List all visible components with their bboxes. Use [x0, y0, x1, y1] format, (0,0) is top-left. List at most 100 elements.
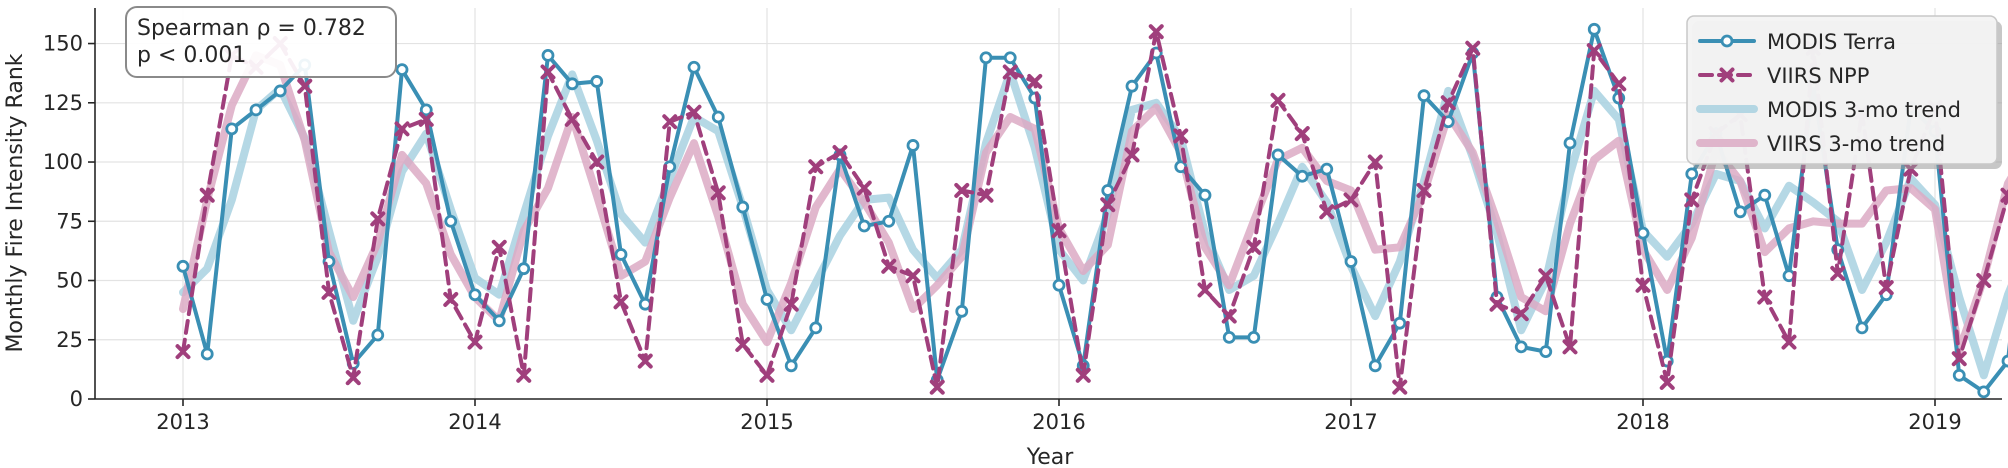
viirs-point-stroke-b: [1075, 367, 1091, 383]
legend-label-viirs-trend: VIIRS 3-mo trend: [1767, 132, 1945, 156]
viirs-point: [1100, 197, 1116, 213]
viirs-point: [1392, 379, 1408, 395]
viirs-point-stroke-b: [321, 284, 337, 300]
viirs-point-stroke-b: [1221, 308, 1237, 324]
modis-point: [1101, 184, 1115, 197]
viirs-point: [443, 291, 459, 307]
viirs-point-stroke-b: [1124, 147, 1140, 163]
modis-point: [1952, 368, 1966, 382]
legend-item-viirs-trend: VIIRS 3-mo trend: [1696, 132, 1945, 156]
viirs-point-stroke-b: [613, 294, 629, 310]
y-tick-label: 150: [43, 32, 83, 56]
modis-point: [225, 122, 239, 136]
modis-point: [857, 219, 871, 233]
viirs-point: [613, 294, 629, 310]
modis-point: [1563, 136, 1577, 150]
viirs-point: [1075, 367, 1091, 383]
viirs-point: [1951, 351, 1967, 367]
modis-point: [906, 139, 920, 152]
viirs-point-stroke-b: [978, 187, 994, 203]
viirs-point-stroke-b: [686, 104, 702, 120]
x-tick-label: 2016: [1032, 410, 1085, 434]
x-tick-label: 2017: [1324, 410, 1377, 434]
viirs-point: [1148, 24, 1164, 40]
x-tick-label: 2014: [448, 410, 501, 434]
modis-point: [809, 321, 823, 335]
viirs-point: [516, 367, 532, 383]
modis-point: [1758, 188, 1772, 202]
viirs-point-stroke-b: [1416, 182, 1432, 198]
modis-point: [711, 110, 725, 124]
legend-marker-viirs: [1719, 67, 1735, 83]
modis-point: [2001, 354, 2008, 368]
x-tick-label: 2013: [156, 410, 209, 434]
modis-point: [395, 63, 409, 77]
viirs-point: [1221, 308, 1237, 324]
viirs-point: [1757, 289, 1773, 305]
legend-label-viirs: VIIRS NPP: [1767, 64, 1869, 88]
viirs-point: [1659, 374, 1675, 390]
viirs-point-stroke-b: [1684, 192, 1700, 208]
viirs-point-stroke-b: [954, 182, 970, 198]
modis-point: [444, 214, 458, 228]
tick-layer: 2013 2014 2015 2016 2017 2018 2019 0 25 50 75 100 12…: [43, 32, 1962, 434]
modis-point: [468, 288, 482, 302]
viirs-point: [1489, 296, 1505, 312]
modis-point: [882, 214, 896, 228]
viirs-point-stroke-b: [1659, 374, 1675, 390]
viirs-point: [1294, 126, 1310, 142]
viirs-point: [564, 111, 580, 127]
modis-point: [979, 51, 993, 65]
modis-point: [1733, 205, 1747, 219]
spearman-rho-text: Spearman ρ = 0.782: [137, 16, 366, 41]
viirs-point: [1586, 43, 1602, 59]
viirs-point: [199, 187, 215, 203]
modis-point: [273, 84, 287, 98]
viirs-point: [589, 154, 605, 170]
modis-point: [1368, 359, 1382, 373]
modis-point: [200, 347, 214, 361]
legend-label-modis-trend: MODIS 3-mo trend: [1767, 98, 1961, 122]
viirs-point: [370, 211, 386, 227]
viirs-point-stroke-b: [491, 239, 507, 255]
modis-point: [1198, 188, 1212, 202]
modis-point: [371, 328, 385, 342]
modis-point: [1587, 22, 1601, 36]
viirs-point: [1830, 265, 1846, 281]
x-tick-label: 2015: [740, 410, 793, 434]
viirs-point-stroke-b: [1538, 268, 1554, 284]
modis-point: [687, 60, 701, 74]
modis-point: [1320, 162, 1334, 176]
x-axis-label: Year: [1026, 445, 1075, 468]
viirs-point: [1562, 339, 1578, 355]
viirs-point-stroke-b: [297, 78, 313, 94]
viirs-point: [467, 334, 483, 350]
series-modis-trend: [179, 68, 2008, 380]
viirs-point: [1270, 92, 1286, 108]
modis-point: [736, 200, 750, 214]
viirs-point: [1878, 280, 1894, 296]
viirs-point-stroke-b: [856, 180, 872, 196]
viirs-point-stroke-b: [2000, 192, 2008, 203]
viirs-point-stroke-b: [1878, 280, 1894, 296]
viirs-point-stroke-b: [564, 111, 580, 127]
viirs-point-stroke-b: [1100, 197, 1116, 213]
modis-point: [249, 103, 263, 117]
viirs-point: [808, 159, 824, 175]
legend-marker-viirs-stroke-b: [1719, 67, 1735, 83]
viirs-point: [954, 182, 970, 198]
viirs-point-stroke-b: [589, 154, 605, 170]
legend-item-modis-trend: MODIS 3-mo trend: [1696, 98, 1961, 122]
modis-point: [1636, 226, 1650, 240]
viirs-point: [297, 78, 313, 94]
viirs-point: [1246, 239, 1262, 255]
modis-point: [517, 262, 531, 276]
modis-point: [1539, 345, 1553, 359]
viirs-point-stroke-b: [1246, 239, 1262, 255]
y-tick-label: 125: [43, 91, 83, 115]
viirs-point-stroke-b: [540, 64, 556, 80]
viirs-point-stroke-b: [759, 367, 775, 383]
modis-point: [1295, 169, 1309, 183]
viirs-point-stroke-b: [345, 370, 361, 386]
viirs-point-stroke-b: [1951, 351, 1967, 367]
